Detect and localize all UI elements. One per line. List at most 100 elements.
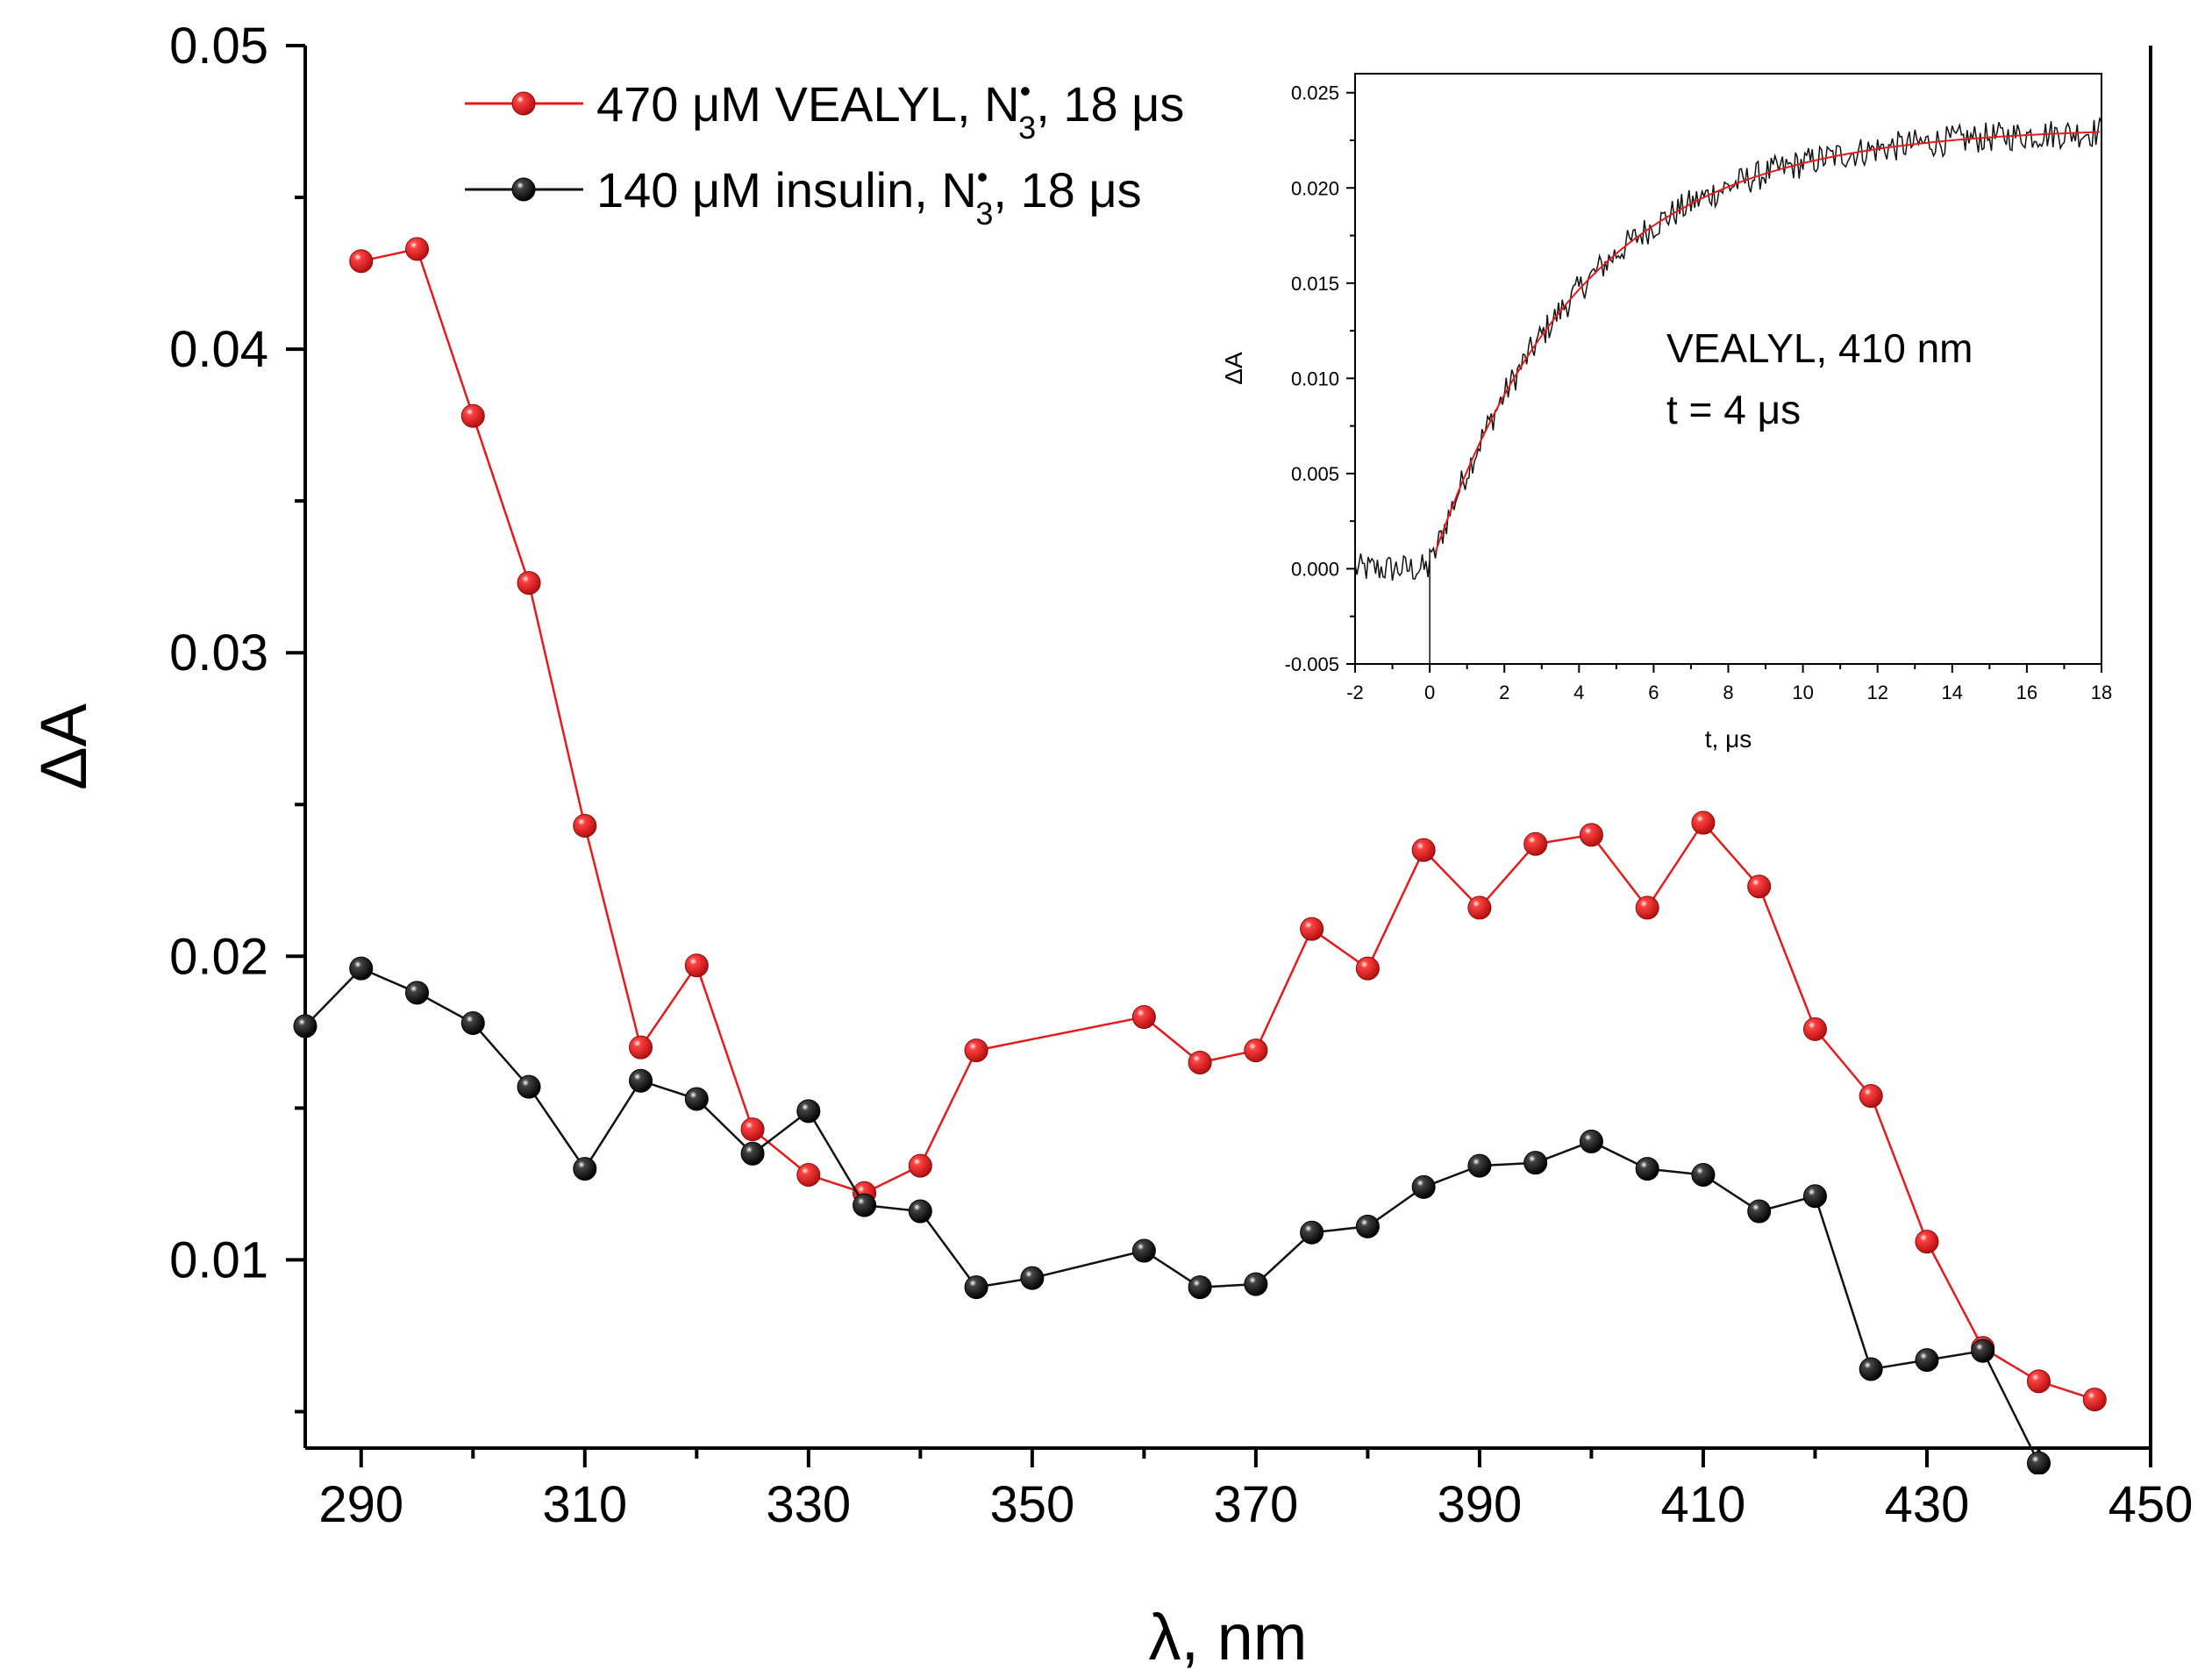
data-point: [1635, 1157, 1659, 1181]
data-point: [573, 813, 597, 838]
data-point: [1244, 1038, 1268, 1063]
data-point: [1020, 1266, 1045, 1290]
data-point: [1523, 831, 1548, 856]
inset-x-axis-title: t, μs: [1705, 725, 1752, 753]
inset-x-tick-label: 16: [2016, 682, 2037, 703]
inset-x-tick-label: 0: [1424, 682, 1435, 703]
data-point: [853, 1193, 877, 1217]
data-point: [1691, 1163, 1716, 1188]
series-insulin: [293, 956, 2051, 1474]
data-point: [1802, 1017, 1827, 1041]
data-point: [2082, 1388, 2107, 1412]
data-point: [460, 403, 485, 428]
data-point: [293, 1014, 318, 1038]
y-tick-label: 0.03: [169, 624, 268, 682]
x-tick-label: 330: [766, 1476, 851, 1533]
data-point: [1355, 1214, 1380, 1238]
data-point: [1859, 1357, 1883, 1381]
data-point: [1467, 896, 1492, 920]
series-line: [304, 967, 2040, 1464]
x-tick-label: 350: [989, 1476, 1074, 1533]
inset-x-tick-label: -2: [1346, 682, 1364, 703]
inset-fit-line: [1434, 131, 2100, 553]
inset-y-tick-label: 0.025: [1291, 82, 1339, 104]
data-point: [1411, 838, 1436, 862]
data-point: [573, 1157, 597, 1181]
series-vealyl: [349, 237, 2107, 1412]
data-point: [1971, 1338, 1995, 1363]
inset-x-tick-label: 10: [1792, 682, 1813, 703]
x-tick-label: 390: [1438, 1476, 1523, 1533]
data-point: [460, 1010, 485, 1035]
data-point: [964, 1038, 988, 1063]
x-tick-label: 290: [318, 1476, 403, 1533]
data-point: [1467, 1153, 1492, 1178]
data-point: [1188, 1050, 1212, 1074]
data-point: [517, 1074, 541, 1099]
legend-marker: [511, 91, 536, 116]
inset-y-tick-label: 0.020: [1291, 177, 1339, 199]
x-tick-label: 370: [1213, 1476, 1298, 1533]
inset-x-tick-label: 4: [1573, 682, 1584, 703]
data-point: [964, 1275, 988, 1300]
x-tick-label: 450: [2109, 1476, 2194, 1533]
data-point: [1915, 1230, 1939, 1254]
x-tick-label: 310: [542, 1476, 627, 1533]
legend-marker: [511, 177, 536, 202]
data-point: [796, 1163, 821, 1188]
inset-x-tick-label: 6: [1648, 682, 1659, 703]
inset-x-tick-label: 2: [1499, 682, 1509, 703]
inset-y-tick-label: -0.005: [1285, 653, 1339, 675]
y-tick-label: 0.02: [169, 928, 268, 985]
y-tick-label: 0.01: [169, 1231, 268, 1288]
data-point: [349, 956, 374, 981]
inset-annotation-line-2: t = 4 μs: [1666, 387, 1801, 432]
inset-y-tick-label: 0.015: [1291, 273, 1339, 295]
legend-label: 140 μM insulin, N• 3, 18 μs: [596, 159, 1142, 232]
inset-x-tick-label: 12: [1866, 682, 1887, 703]
y-tick-label: 0.04: [169, 321, 268, 378]
legend: 470 μM VEALYL, N• 3, 18 μs 140 μM insulin,…: [465, 73, 1184, 232]
inset-y-axis-title: ΔA: [1220, 352, 1247, 385]
data-point: [1747, 1199, 1772, 1224]
data-point: [629, 1068, 653, 1093]
data-point: [796, 1099, 821, 1124]
inset-x-tick-label: 8: [1723, 682, 1733, 703]
data-point: [1802, 1184, 1827, 1209]
data-point: [1747, 874, 1772, 899]
data-point: [1355, 956, 1380, 981]
data-point: [1188, 1275, 1212, 1300]
inset-y-tick-label: 0.005: [1291, 463, 1339, 485]
inset-x-tick-label: 14: [1942, 682, 1963, 703]
main-plot: 290 310 330 350 370 390 410 430 4500.010.020.030…: [27, 18, 2193, 1673]
y-tick-label: 0.05: [169, 18, 268, 75]
inset-y-tick-label: 0.000: [1291, 558, 1339, 580]
data-point: [2026, 1451, 2051, 1474]
data-point: [1300, 917, 1324, 941]
data-point: [1131, 1238, 1156, 1263]
data-point: [2026, 1369, 2051, 1394]
data-point: [1859, 1084, 1883, 1109]
data-point: [908, 1199, 932, 1224]
data-point: [629, 1035, 653, 1060]
data-point: [1411, 1174, 1436, 1199]
data-point: [1915, 1348, 1939, 1373]
inset-y-tick-label: 0.010: [1291, 368, 1339, 389]
x-axis-title: λ, nm: [1149, 1601, 1308, 1673]
data-point: [740, 1117, 765, 1142]
inset-x-tick-label: 18: [2091, 682, 2112, 703]
data-point: [1244, 1272, 1268, 1296]
y-axis-title: ΔA: [27, 703, 100, 789]
data-point: [1523, 1151, 1548, 1175]
data-point: [908, 1153, 932, 1178]
x-tick-label: 430: [1885, 1476, 1970, 1533]
data-point: [1300, 1220, 1324, 1245]
inset-annotation-line-1: VEALYL, 410 nm: [1666, 325, 1973, 371]
data-point: [684, 953, 709, 978]
data-point: [1579, 823, 1603, 847]
x-tick-label: 410: [1661, 1476, 1746, 1533]
data-point: [1579, 1129, 1603, 1153]
data-point: [405, 981, 430, 1005]
series-line: [360, 247, 2095, 1401]
